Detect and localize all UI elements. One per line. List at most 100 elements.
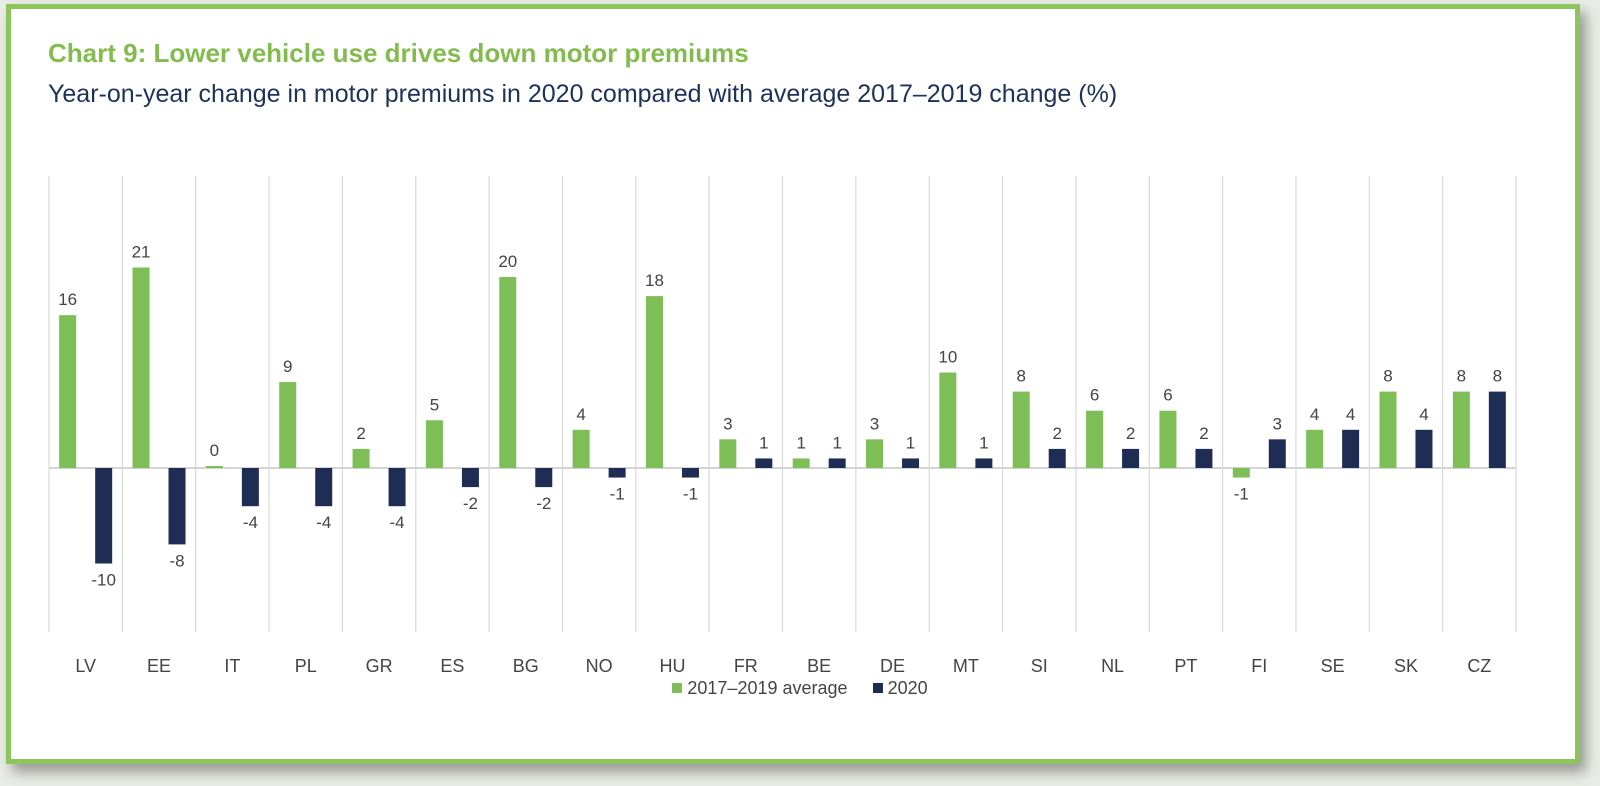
x-tick-label-se: SE (1321, 656, 1345, 676)
bar-avg-fi (1232, 468, 1250, 478)
x-tick-label-sk: SK (1394, 656, 1418, 676)
data-label-avg-hu: 18 (645, 271, 664, 290)
bar-avg-no (572, 429, 590, 468)
bar-avg-gr (352, 448, 370, 468)
x-tick-label-de: DE (880, 656, 905, 676)
chart-frame (6, 4, 1580, 764)
data-label-2020-fr: 1 (759, 433, 768, 452)
data-label-2020-si: 2 (1052, 424, 1061, 443)
data-label-avg-sk: 8 (1383, 367, 1392, 386)
bar-avg-es (425, 420, 443, 468)
bar-2020-pl (315, 468, 333, 507)
data-label-avg-lv: 16 (58, 290, 77, 309)
bar-2020-si (1048, 448, 1066, 468)
bar-2020-it (241, 468, 259, 507)
data-label-2020-fi: 3 (1273, 414, 1282, 433)
bar-2020-cz (1488, 391, 1506, 468)
chart-subtitle: Year-on-year change in motor premiums in… (48, 80, 1118, 108)
data-label-avg-gr: 2 (356, 424, 365, 443)
bar-avg-hu (645, 296, 663, 468)
legend-label-avg: 2017–2019 average (687, 677, 848, 698)
bar-avg-fr (719, 439, 737, 468)
data-label-2020-cz: 8 (1493, 367, 1502, 386)
data-label-2020-de: 1 (906, 433, 915, 452)
bar-avg-sk (1379, 391, 1397, 468)
bar-2020-no (608, 468, 626, 478)
x-tick-label-hu: HU (659, 656, 685, 676)
x-tick-label-es: ES (440, 656, 464, 676)
bar-2020-lv (95, 468, 113, 564)
data-label-2020-no: -1 (610, 485, 625, 504)
data-label-2020-bg: -2 (536, 494, 551, 513)
data-label-avg-ee: 21 (132, 242, 151, 261)
chart-legend: 2017–2019 average 2020 (0, 677, 1600, 699)
bar-2020-bg (535, 468, 553, 488)
x-tick-label-fi: FI (1251, 656, 1267, 676)
bar-avg-se (1306, 429, 1324, 468)
x-tick-label-it: IT (224, 656, 240, 676)
data-label-2020-lv: -10 (91, 571, 116, 590)
data-label-avg-be: 1 (796, 433, 805, 452)
x-tick-label-gr: GR (366, 656, 393, 676)
bar-2020-hu (681, 468, 699, 478)
x-tick-label-pt: PT (1174, 656, 1197, 676)
data-label-2020-sk: 4 (1419, 405, 1428, 424)
x-tick-label-si: SI (1031, 656, 1048, 676)
bar-2020-mt (975, 458, 993, 468)
bar-avg-pt (1159, 410, 1177, 468)
x-tick-label-mt: MT (953, 656, 979, 676)
data-label-avg-pt: 6 (1163, 386, 1172, 405)
data-label-avg-cz: 8 (1457, 367, 1466, 386)
bar-avg-mt (939, 372, 957, 468)
bar-2020-se (1342, 429, 1360, 468)
x-tick-label-bg: BG (513, 656, 539, 676)
data-label-2020-ee: -8 (169, 551, 184, 570)
bar-2020-pt (1195, 448, 1213, 468)
data-label-2020-pt: 2 (1199, 424, 1208, 443)
bar-avg-de (866, 439, 884, 468)
data-label-avg-bg: 20 (498, 252, 517, 271)
chart-title: Chart 9: Lower vehicle use drives down m… (48, 38, 749, 68)
data-label-2020-nl: 2 (1126, 424, 1135, 443)
data-label-avg-es: 5 (430, 395, 439, 414)
data-label-2020-be: 1 (832, 433, 841, 452)
bar-2020-nl (1122, 448, 1140, 468)
x-tick-label-be: BE (807, 656, 831, 676)
data-label-2020-gr: -4 (390, 513, 405, 532)
bar-2020-fi (1268, 439, 1286, 468)
x-tick-label-fr: FR (734, 656, 758, 676)
bar-2020-be (828, 458, 846, 468)
data-label-avg-se: 4 (1310, 405, 1319, 424)
legend-item-avg: 2017–2019 average (672, 677, 848, 699)
data-label-2020-it: -4 (243, 513, 258, 532)
data-label-avg-pl: 9 (283, 357, 292, 376)
bar-avg-it (205, 466, 223, 468)
bar-avg-nl (1086, 410, 1104, 468)
bar-2020-ee (168, 468, 186, 545)
bar-avg-lv (59, 315, 77, 468)
x-tick-label-pl: PL (295, 656, 317, 676)
data-label-avg-it: 0 (210, 441, 219, 460)
bar-2020-sk (1415, 429, 1433, 468)
bar-2020-fr (755, 458, 773, 468)
bar-2020-es (461, 468, 479, 488)
bar-avg-bg (499, 277, 517, 468)
data-label-2020-es: -2 (463, 494, 478, 513)
data-label-avg-fr: 3 (723, 414, 732, 433)
data-label-avg-no: 4 (576, 405, 585, 424)
data-label-2020-mt: 1 (979, 433, 988, 452)
data-label-avg-mt: 10 (938, 348, 957, 367)
data-label-2020-pl: -4 (316, 513, 331, 532)
bar-avg-si (1012, 391, 1030, 468)
bar-avg-be (792, 458, 810, 468)
data-label-2020-se: 4 (1346, 405, 1355, 424)
data-label-avg-de: 3 (870, 414, 879, 433)
x-tick-label-no: NO (586, 656, 613, 676)
legend-swatch-avg (672, 683, 683, 693)
x-tick-label-nl: NL (1101, 656, 1124, 676)
bar-2020-gr (388, 468, 406, 507)
bar-avg-ee (132, 267, 150, 468)
bar-avg-cz (1452, 391, 1470, 468)
bar-2020-de (902, 458, 920, 468)
